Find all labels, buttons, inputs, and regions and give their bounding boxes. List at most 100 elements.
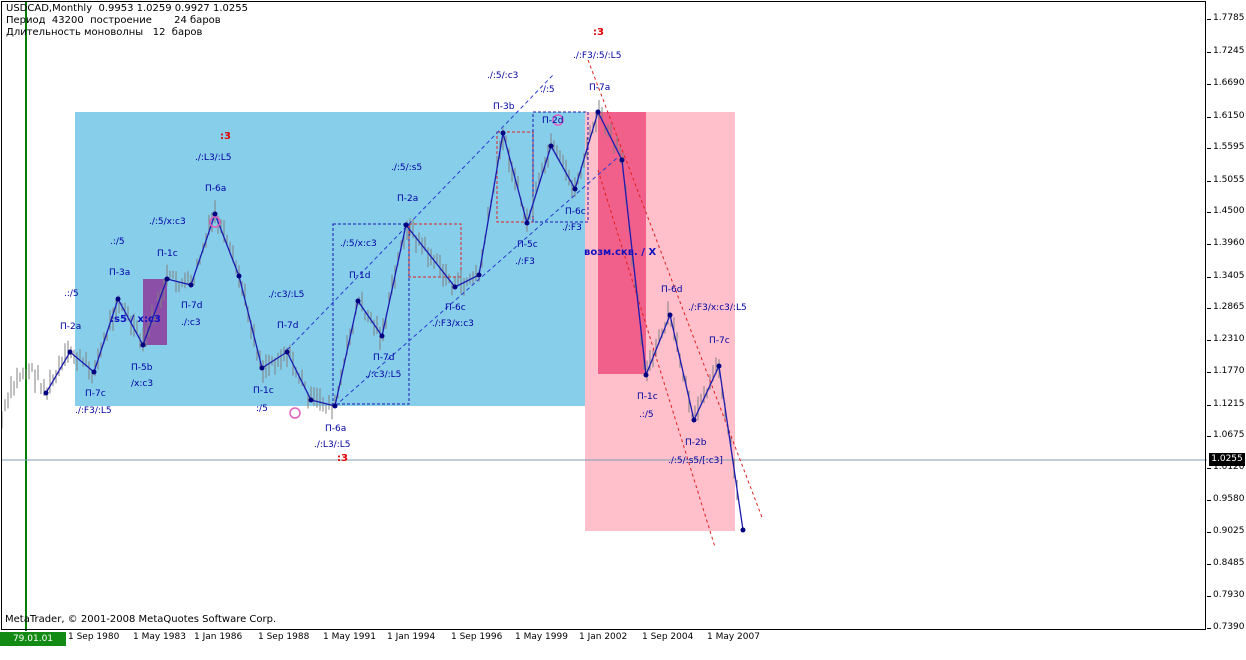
time-axis-label: 1 Jan 1994 bbox=[387, 632, 436, 642]
time-axis[interactable]: 1 Sep 1980 1 May 1983 1 Jan 1986 1 Sep 1988… bbox=[0, 631, 1207, 647]
price-tick bbox=[1207, 181, 1211, 182]
dashed-box-blue-1 bbox=[332, 223, 410, 405]
ann-red3-top: :3 bbox=[593, 27, 604, 38]
ann-p6c: П-6c bbox=[445, 303, 466, 313]
wave-node bbox=[91, 369, 97, 375]
marker-circle-1 bbox=[209, 216, 221, 228]
price-axis-label: 1.0120 bbox=[1213, 462, 1245, 472]
wave-node bbox=[308, 397, 314, 403]
wave-node bbox=[115, 296, 121, 302]
ann-xc3-small: /x:c3 bbox=[131, 379, 153, 389]
wave-node bbox=[212, 211, 218, 217]
ann-p3b: П-3b bbox=[493, 102, 515, 112]
ann-p2a-left: П-2a bbox=[60, 322, 81, 332]
ann-p5b: П-5b bbox=[131, 363, 153, 373]
cursor-date-label: 79.01.01 00:00 bbox=[0, 632, 66, 658]
monowave-info: Длительность моноволны 12 баров bbox=[6, 27, 203, 38]
bull-zone-rect bbox=[75, 112, 585, 406]
ann-p7d-b: П-7d bbox=[373, 353, 394, 363]
price-tick bbox=[1207, 436, 1211, 437]
time-axis-label: 1 Sep 1988 bbox=[258, 632, 310, 642]
price-axis-label: 1.6690 bbox=[1213, 78, 1245, 88]
wave-node bbox=[43, 390, 49, 396]
price-tick bbox=[1207, 628, 1211, 629]
price-axis-label: 1.5595 bbox=[1213, 142, 1245, 152]
ann-p6c-b: П-6c bbox=[565, 207, 586, 217]
ann-slash5-xc3: ./:5/x:c3 bbox=[149, 217, 186, 227]
wave-node bbox=[188, 282, 194, 288]
current-price-label: 1.0255 bbox=[1209, 453, 1245, 466]
ann-slash5b: .:/5 bbox=[110, 237, 125, 247]
marker-circle-3 bbox=[552, 114, 564, 126]
price-tick bbox=[1207, 212, 1211, 213]
trend-blue-upper bbox=[286, 74, 554, 351]
ann-f3-xc3: ./:F3/x:c3 bbox=[432, 319, 474, 329]
wave-node bbox=[524, 220, 530, 226]
ann-slash5-top: ./:5 bbox=[540, 85, 555, 95]
ann-c3-left: ./:c3 bbox=[181, 318, 201, 328]
ann-p7c-left: П-7c bbox=[85, 389, 106, 399]
ann-p6a-top: П-6a bbox=[205, 184, 226, 194]
trend-red-upper bbox=[587, 59, 764, 521]
price-tick bbox=[1207, 340, 1211, 341]
ann-p1c-mid: П-1c bbox=[253, 386, 274, 396]
ann-p6a-bottom: П-6a bbox=[325, 424, 346, 434]
price-tick bbox=[1207, 52, 1211, 53]
price-axis-label: 1.7245 bbox=[1213, 46, 1245, 56]
wave-node bbox=[164, 276, 170, 282]
price-tick bbox=[1207, 148, 1211, 149]
price-tick bbox=[1207, 308, 1211, 309]
ann-p7d-mid: П-7d bbox=[277, 321, 298, 331]
wave-node bbox=[572, 186, 578, 192]
price-tick bbox=[1207, 596, 1211, 597]
price-axis-label: 1.5055 bbox=[1213, 175, 1245, 185]
ann-f3-mid: ./:F3 bbox=[515, 257, 535, 267]
price-tick bbox=[1207, 19, 1211, 20]
price-tick bbox=[1207, 244, 1211, 245]
wave-node bbox=[355, 298, 361, 304]
ann-slash5-right: .:/5 bbox=[639, 410, 654, 420]
price-axis-label: 1.3405 bbox=[1213, 271, 1245, 281]
wave-node bbox=[140, 342, 146, 348]
wave-node bbox=[500, 130, 506, 136]
price-axis-label: 1.1215 bbox=[1213, 399, 1245, 409]
ann-p7c-right: П-7c bbox=[709, 336, 730, 346]
price-tick bbox=[1207, 564, 1211, 565]
wave-node bbox=[476, 272, 482, 278]
wave-node bbox=[67, 349, 73, 355]
wave-node bbox=[643, 372, 649, 378]
price-tick bbox=[1207, 500, 1211, 501]
wave-node bbox=[259, 365, 265, 371]
ann-s5-c3: ./:5/:s5/[:c3] bbox=[668, 456, 723, 466]
ann-red3-bottom: :3 bbox=[337, 453, 348, 464]
wave-node bbox=[284, 349, 290, 355]
price-axis-label: 0.7930 bbox=[1213, 590, 1245, 600]
ann-c3-l5-b: ./:c3/:L5 bbox=[365, 370, 401, 380]
ann-f3-5-l5: ./:F3/:5/:L5 bbox=[573, 51, 621, 61]
ann-c3-l5-mid: ./:c3/:L5 bbox=[268, 290, 304, 300]
time-axis-label: 1 May 1999 bbox=[515, 632, 568, 642]
time-axis-label: 1 May 1983 bbox=[133, 632, 186, 642]
ann-l3-l5-top: ./:L3/:L5 bbox=[195, 153, 231, 163]
price-tick bbox=[1207, 532, 1211, 533]
wave-node bbox=[452, 284, 458, 290]
bear-core-rect bbox=[598, 112, 646, 374]
price-axis-label: 1.7785 bbox=[1213, 13, 1245, 23]
ann-slash5-xc3-b: ./:5/x:c3 bbox=[340, 239, 377, 249]
wave-node bbox=[691, 417, 697, 423]
ann-p5c: П-5c bbox=[517, 240, 538, 250]
dashed-box-red-1 bbox=[408, 223, 462, 278]
ann-slash5-mid: :/5 bbox=[256, 404, 268, 414]
wave-node bbox=[548, 143, 554, 149]
price-axis[interactable]: 1.0255 1.7785 1.7245 1.6690 1.6150 1.5595 1.5… bbox=[1207, 0, 1246, 632]
wave-node bbox=[332, 403, 338, 409]
ann-f3-right: ./:F3 bbox=[562, 223, 582, 233]
price-tick bbox=[1207, 372, 1211, 373]
ann-p2b: П-2b bbox=[685, 438, 707, 448]
price-tick bbox=[1207, 117, 1211, 118]
ann-p3a: П-3a bbox=[109, 268, 130, 278]
price-axis-label: 0.7390 bbox=[1213, 622, 1245, 632]
wave-nodes bbox=[43, 109, 746, 533]
